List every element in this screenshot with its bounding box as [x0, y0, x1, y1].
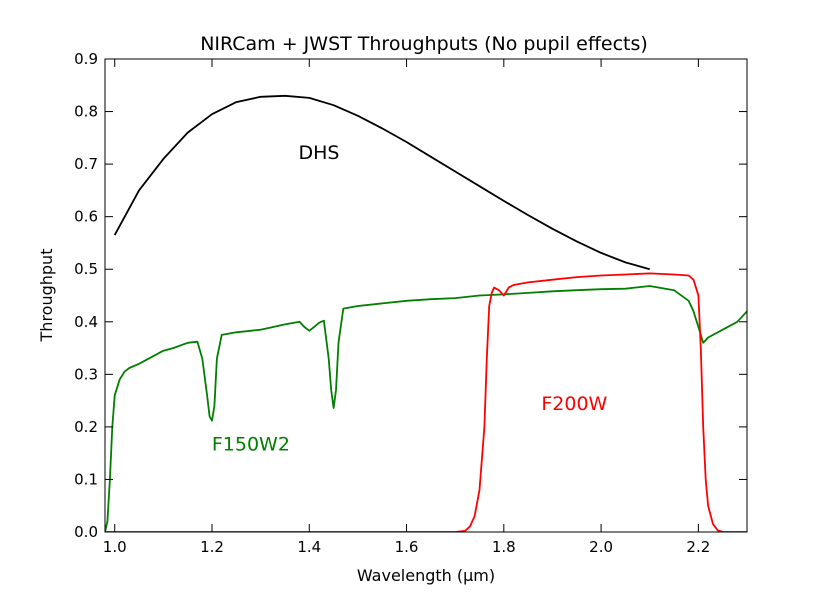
x-tick-label: 1.0 [103, 538, 127, 556]
series-line-f200w [105, 272, 747, 532]
y-tick-label: 0.7 [74, 155, 98, 173]
series-label-dhs: DHS [299, 142, 340, 164]
y-tick-label: 0.8 [74, 103, 98, 121]
plot-frame [104, 58, 748, 533]
x-tick-label: 2.0 [589, 538, 613, 556]
series-layer [105, 94, 747, 532]
chart-title: NIRCam + JWST Throughputs (No pupil effe… [200, 33, 648, 55]
y-tick-label: 0.5 [74, 260, 98, 278]
series-line-dhs [113, 94, 650, 271]
y-axis-title: Throughput [37, 249, 56, 343]
y-tick-label: 0.0 [74, 523, 98, 541]
y-tick-label: 0.1 [74, 470, 98, 488]
tick-labels-layer: 1.0 1.2 1.4 1.6 1.8 2.0 2.2 0.0 0.1 0.2 0.3 0.4 0.5 0… [74, 50, 710, 556]
series-labels-layer: DHS F150W2 F200W [212, 142, 608, 456]
x-tick-label: 1.4 [297, 538, 321, 556]
y-tick-label: 0.9 [74, 50, 98, 68]
series-label-f150w2: F150W2 [212, 434, 290, 456]
y-tick-label: 0.3 [74, 365, 98, 383]
x-tick-label: 1.2 [200, 538, 224, 556]
y-tick-label: 0.2 [74, 418, 98, 436]
y-tick-label: 0.4 [74, 313, 98, 331]
ticks-layer [105, 58, 747, 533]
x-tick-label: 2.2 [686, 538, 710, 556]
y-tick-label: 0.6 [74, 208, 98, 226]
series-label-f200w: F200W [541, 393, 607, 415]
x-tick-label: 1.8 [492, 538, 516, 556]
x-tick-label: 1.6 [395, 538, 419, 556]
x-axis-title: Wavelength (μm) [357, 566, 495, 585]
series-line-f150w2 [105, 285, 747, 532]
